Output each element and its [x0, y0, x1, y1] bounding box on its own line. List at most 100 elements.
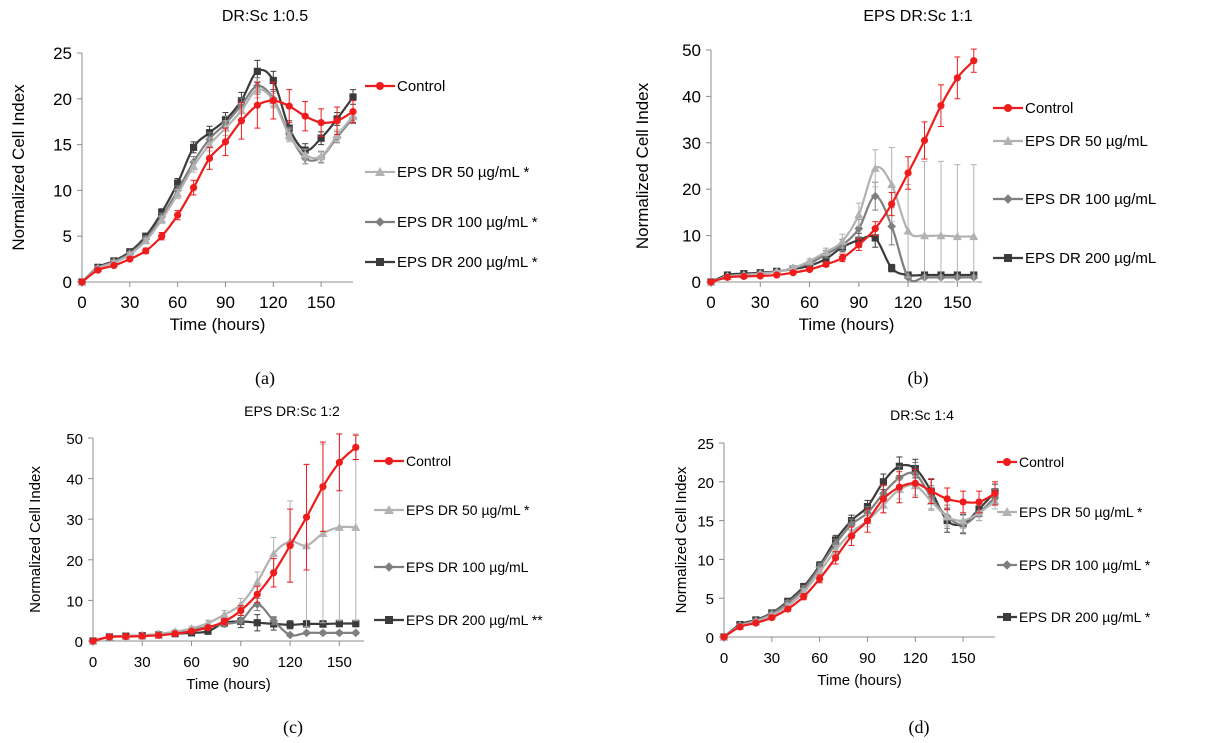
series-0: [707, 48, 978, 286]
data-point: [302, 513, 311, 521]
legend-entry-3: EPS DR 200 µg/mL *: [365, 254, 538, 271]
panel-tag: (d): [909, 717, 930, 738]
data-point: [171, 630, 179, 638]
legend-entry-2: EPS DR 100 µg/mL *: [365, 214, 538, 231]
y-tick-label: 20: [66, 553, 83, 570]
data-point: [94, 266, 102, 274]
data-point: [237, 606, 245, 615]
x-tick-label: 90: [216, 293, 235, 312]
series-3: [720, 456, 999, 641]
data-point: [942, 512, 952, 521]
legend-swatch-marker: [1002, 507, 1012, 516]
y-tick-label: 50: [66, 431, 83, 448]
data-point: [351, 628, 361, 638]
data-point: [847, 532, 856, 540]
data-point: [269, 97, 277, 105]
data-point: [319, 620, 327, 628]
x-tick-label: 150: [951, 650, 976, 667]
data-point: [205, 154, 214, 162]
series-2: [719, 461, 1000, 642]
series-line: [81, 84, 354, 283]
data-point: [879, 495, 888, 503]
data-point: [805, 265, 814, 274]
data-point: [319, 483, 327, 491]
x-axis-label: Time (hours): [817, 672, 901, 689]
x-axis-label: Time (hours): [170, 315, 266, 334]
data-point: [888, 200, 896, 208]
data-point: [253, 590, 261, 598]
legend-label: EPS DR 200 µg/mL: [1025, 250, 1156, 267]
data-point: [318, 628, 328, 638]
data-point: [788, 263, 798, 272]
data-point: [752, 619, 760, 627]
y-tick-label: 30: [66, 512, 83, 529]
series-line: [723, 482, 996, 638]
data-point: [286, 621, 294, 629]
legend-entry-2: EPS DR 100 µg/mL *: [997, 557, 1151, 573]
legend-entry-1: EPS DR 50 µg/mL *: [374, 502, 530, 518]
chart-panel-4: DR:Sc 1:4 0 5 10 15 20 25 0 30 60 90 120 150 Time (ho…: [673, 407, 1151, 738]
y-tick-label: 10: [682, 227, 701, 246]
data-point: [157, 215, 167, 224]
x-tick-label: 0: [77, 293, 86, 312]
legend-entry-1: EPS DR 50 µg/mL: [993, 133, 1148, 150]
y-axis-label: Normalized Cell Index: [673, 466, 690, 613]
panel-tag: (c): [283, 717, 303, 738]
legend-label: Control: [1025, 100, 1073, 117]
data-point: [904, 169, 912, 177]
data-point: [854, 210, 864, 219]
data-point: [352, 619, 360, 628]
legend-swatch-marker: [376, 258, 384, 266]
legend-entry-3: EPS DR 200 µg/mL *: [997, 609, 1151, 625]
legend-label: Control: [397, 78, 445, 95]
legend-label: EPS DR 100 µg/mL *: [397, 214, 538, 231]
data-point: [837, 236, 847, 245]
data-point: [927, 487, 935, 495]
data-point: [89, 637, 97, 645]
series-0: [720, 468, 999, 641]
x-tick-label: 120: [894, 293, 922, 312]
data-point: [920, 231, 930, 240]
data-point: [333, 117, 341, 125]
data-point: [871, 234, 879, 242]
data-point: [815, 562, 824, 572]
data-point: [975, 498, 983, 506]
y-tick-label: 15: [697, 514, 714, 531]
legend-swatch-marker: [1003, 194, 1013, 204]
x-tick-label: 30: [751, 293, 770, 312]
legend-entry-1: EPS DR 50 µg/mL *: [997, 504, 1143, 520]
legend-label: EPS DR 50 µg/mL *: [406, 502, 530, 518]
legend-label: Control: [1019, 454, 1064, 470]
data-point: [789, 269, 797, 277]
legend-label: EPS DR 50 µg/mL: [1025, 133, 1148, 150]
data-point: [800, 593, 808, 601]
legend-swatch-marker: [384, 562, 394, 572]
data-point: [831, 539, 840, 549]
x-tick-label: 90: [849, 293, 868, 312]
legend-swatch-marker: [1004, 104, 1012, 112]
y-tick-label: 0: [692, 273, 701, 292]
series-line: [81, 68, 354, 283]
data-point: [285, 102, 293, 110]
data-point: [943, 495, 951, 503]
y-tick-label: 0: [706, 630, 714, 647]
x-tick-label: 30: [120, 293, 139, 312]
data-point: [286, 541, 294, 550]
data-point: [707, 278, 715, 286]
data-point: [736, 623, 744, 631]
data-point: [952, 232, 962, 241]
legend-entry-0: Control: [365, 78, 445, 95]
x-tick-label: 150: [307, 293, 335, 312]
legend-label: EPS DR 50 µg/mL *: [1019, 504, 1143, 520]
series-2: [77, 77, 358, 287]
data-point: [887, 222, 896, 231]
data-point: [334, 522, 344, 531]
data-point: [895, 483, 903, 491]
legend-entry-0: Control: [993, 100, 1073, 117]
data-point: [870, 191, 880, 201]
legend-label: EPS DR 200 µg/mL *: [1019, 609, 1151, 625]
data-point: [888, 264, 896, 272]
legend-label: EPS DR 200 µg/mL **: [406, 612, 543, 628]
x-tick-label: 30: [763, 650, 780, 667]
